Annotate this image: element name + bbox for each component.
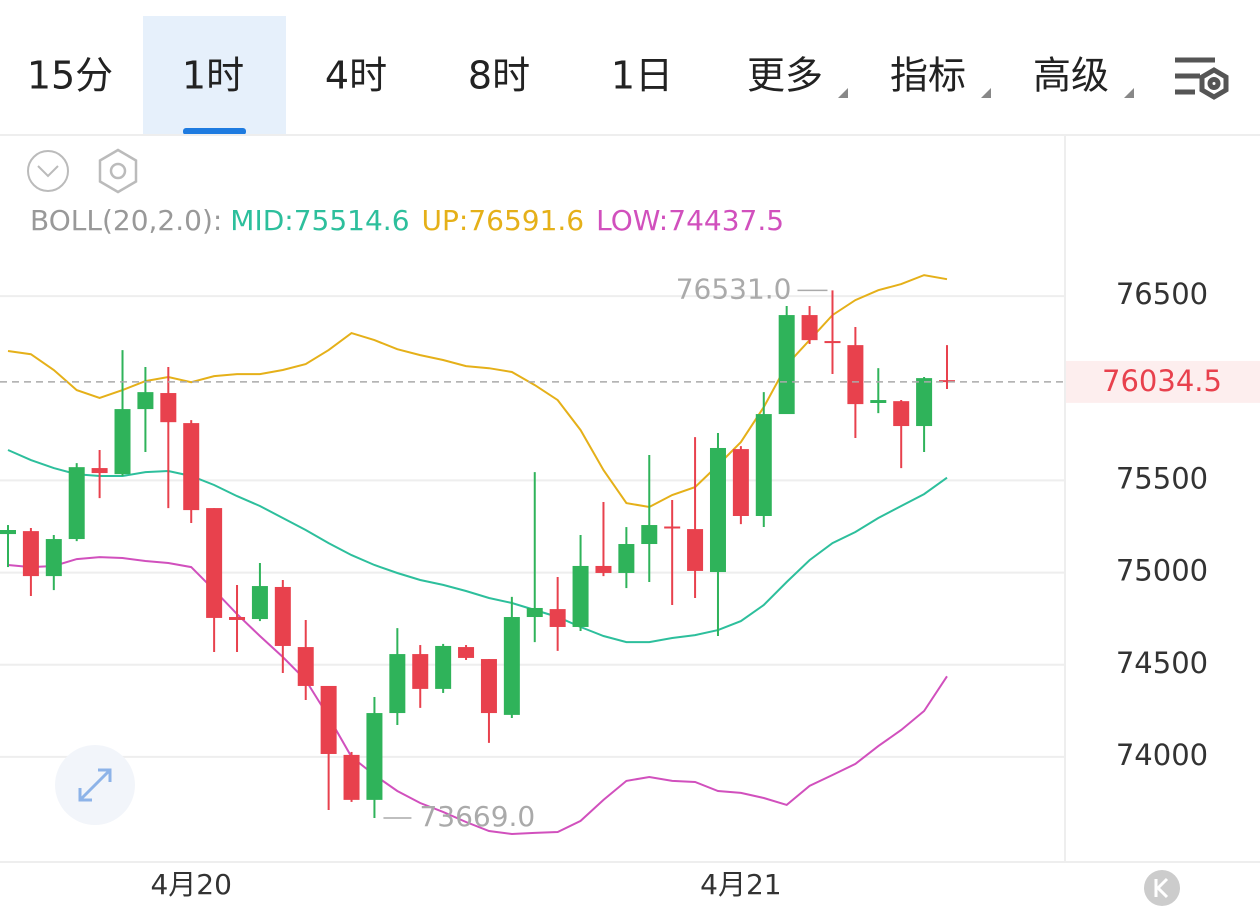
candle-body: [160, 393, 177, 423]
candle-body: [755, 414, 772, 516]
indicator-label: BOLL(20,2.0):: [30, 204, 222, 237]
dropdown-arrow: [838, 88, 848, 98]
candle-body: [366, 713, 383, 800]
active-tab-bg: [143, 16, 286, 135]
y-tick-label: 74500: [1116, 646, 1208, 680]
y-tick-label: 76500: [1116, 277, 1208, 311]
legend-name: UP:: [422, 204, 469, 237]
tab[interactable]: 高级: [1033, 54, 1109, 98]
active-tab-indicator: [183, 128, 246, 135]
candle-body: [595, 565, 612, 573]
candle-body: [137, 392, 154, 410]
candle-body: [664, 526, 681, 529]
candle-body: [22, 531, 39, 577]
candle-body: [458, 647, 475, 658]
annotation-label: 73669.0: [419, 800, 535, 833]
boll-line: [7, 449, 948, 644]
legend-value: 75514.6: [294, 204, 410, 237]
settings-icon[interactable]: [1175, 57, 1229, 100]
y-tick-label: 74000: [1116, 738, 1208, 772]
candle-body: [503, 617, 520, 715]
legend-value: 76591.6: [468, 204, 584, 237]
y-tick-label: 75000: [1116, 554, 1208, 588]
tab[interactable]: 4时: [325, 54, 387, 98]
candle-body: [641, 525, 658, 545]
plot-area: 74000 74500 75000 75500 76500 4月20 4月21 76531.0…: [0, 272, 1260, 901]
candle-body: [687, 529, 704, 571]
candle-body: [274, 586, 291, 646]
candle-body: [939, 380, 955, 383]
collapse-icon[interactable]: [27, 150, 69, 192]
candle-body: [45, 539, 62, 577]
tab[interactable]: 1时: [182, 54, 244, 98]
candle-body: [183, 423, 200, 511]
candle-body: [91, 468, 108, 474]
candle-body: [732, 449, 749, 516]
x-tick-label: 4月20: [150, 868, 231, 901]
tab[interactable]: 1日: [611, 54, 673, 98]
candle-body: [251, 586, 268, 620]
last-price-label: 76034.5: [1102, 364, 1222, 398]
boll-line: [7, 556, 948, 836]
candle-body: [389, 654, 406, 714]
annotation-label: 76531.0: [676, 272, 792, 305]
candle-body: [916, 378, 933, 427]
indicator-legend: BOLL(20,2.0): MID:75514.6 UP:76591.6 LOW:74…: [30, 204, 784, 237]
candle-body: [618, 544, 635, 573]
candle-body: [572, 565, 589, 627]
candle-body: [893, 401, 910, 427]
candle-body: [206, 508, 223, 618]
indicator-settings-icon[interactable]: [98, 148, 138, 194]
candle-body: [114, 409, 131, 475]
candle-body: [549, 609, 566, 627]
y-tick-label: 75500: [1116, 461, 1208, 495]
dropdown-arrow: [981, 88, 991, 98]
candle-body: [297, 647, 314, 686]
candle-body: [709, 447, 726, 573]
tab[interactable]: 15分: [27, 54, 113, 98]
candle-body: [526, 607, 543, 618]
candle-body: [343, 754, 360, 800]
x-tick-label: 4月21: [700, 868, 781, 901]
candle-body: [0, 530, 16, 535]
candle-body: [847, 345, 864, 405]
tab[interactable]: 更多: [747, 54, 823, 98]
last-price-tag: [1066, 360, 1260, 403]
candle-body: [320, 685, 337, 754]
candle-body: [435, 645, 452, 689]
tab[interactable]: 8时: [468, 54, 530, 98]
candle-body: [412, 654, 429, 689]
expand-button[interactable]: [55, 745, 135, 825]
legend-name: MID:: [230, 204, 293, 237]
dropdown-arrow: [1124, 88, 1134, 98]
k-button[interactable]: [1144, 870, 1180, 906]
candle-body: [824, 341, 841, 344]
tab[interactable]: 指标: [890, 54, 966, 98]
candle-body: [480, 659, 497, 714]
legend-value: 74437.5: [668, 204, 784, 237]
tab-bar: 15分 1时 4时 8时 1日 更多 指标 高级: [27, 54, 1109, 98]
candle-body: [229, 617, 246, 620]
candle-body: [778, 315, 795, 415]
legend-name: LOW:: [596, 204, 668, 237]
candle-body: [68, 467, 85, 540]
candle-body: [801, 315, 818, 341]
candle-body: [870, 400, 887, 403]
